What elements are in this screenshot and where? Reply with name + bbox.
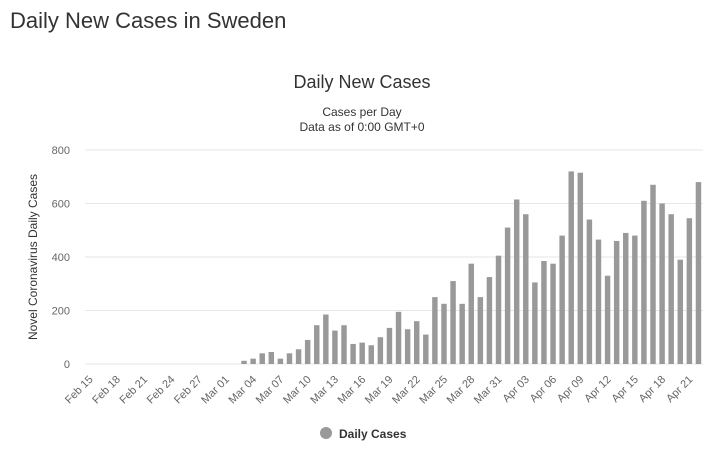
bar <box>668 214 674 364</box>
bar <box>286 353 293 364</box>
bar <box>459 303 465 364</box>
bar <box>604 275 611 364</box>
bar <box>259 353 265 364</box>
page-title: Daily New Cases in Sweden <box>10 8 286 33</box>
y-tick-label: 200 <box>52 306 70 318</box>
y-tick-label: 600 <box>52 199 70 211</box>
bar <box>550 263 556 364</box>
bar <box>341 325 347 364</box>
x-tick-label: Apr 09 <box>555 374 586 405</box>
bar <box>641 200 647 364</box>
bar <box>441 303 447 364</box>
bar <box>332 330 338 364</box>
x-tick-label: Feb 15 <box>63 374 96 407</box>
x-tick-label: Mar 31 <box>472 374 505 407</box>
bar <box>304 339 311 364</box>
x-tick-label: Mar 25 <box>417 374 450 407</box>
bar <box>323 314 329 364</box>
y-tick-label: 800 <box>52 145 70 157</box>
y-axis-label: Novel Coronavirus Daily Cases <box>26 174 40 340</box>
bar <box>368 345 375 364</box>
x-tick-label: Mar 19 <box>363 374 396 407</box>
bar <box>632 235 638 364</box>
bar <box>595 239 602 364</box>
bar <box>486 277 493 364</box>
x-tick-label: Feb 21 <box>117 374 150 407</box>
x-tick-label: Mar 22 <box>390 374 423 407</box>
bar <box>468 263 474 364</box>
x-tick-label: Apr 12 <box>582 374 613 405</box>
bar <box>450 281 456 364</box>
bar <box>541 261 547 364</box>
x-tick-label: Mar 28 <box>445 374 478 407</box>
bar <box>250 358 256 364</box>
x-tick-label: Mar 10 <box>281 374 314 407</box>
x-tick-label: Apr 18 <box>637 374 668 405</box>
x-tick-label: Apr 21 <box>664 374 695 405</box>
bar <box>350 343 356 364</box>
x-tick-label: Apr 06 <box>528 374 559 405</box>
bar <box>495 255 502 364</box>
legend-label: Daily Cases <box>339 427 407 441</box>
bar <box>359 342 365 364</box>
bar <box>623 232 629 364</box>
bar <box>404 329 411 364</box>
bar <box>432 297 438 364</box>
bar <box>477 297 484 364</box>
bar <box>395 311 402 364</box>
x-tick-label: Mar 13 <box>308 374 341 407</box>
x-tick-label: Feb 24 <box>145 374 178 407</box>
y-tick-label: 0 <box>64 359 70 371</box>
bar <box>559 235 565 364</box>
bar <box>568 171 574 364</box>
bar <box>577 172 584 364</box>
bar <box>650 184 656 364</box>
bar <box>241 360 247 364</box>
y-tick-label: 400 <box>52 252 70 264</box>
bar <box>268 351 275 364</box>
bar <box>513 199 520 364</box>
bar <box>386 327 393 364</box>
chart-title: Daily New Cases <box>293 72 430 92</box>
x-tick-label: Mar 04 <box>227 374 260 407</box>
bar <box>677 259 684 364</box>
bar <box>423 334 429 364</box>
x-tick-label: Mar 16 <box>336 374 369 407</box>
bar <box>659 203 665 364</box>
bar <box>295 349 302 364</box>
bar <box>613 240 620 364</box>
x-tick-label: Apr 15 <box>610 374 641 405</box>
bar <box>504 227 511 364</box>
chart-note: Data as of 0:00 GMT+0 <box>299 120 424 134</box>
x-tick-label: Mar 01 <box>199 374 232 407</box>
x-tick-label: Apr 03 <box>500 374 531 405</box>
bar <box>686 218 693 364</box>
bar <box>377 337 384 364</box>
bar <box>314 325 320 364</box>
bar <box>532 282 538 364</box>
legend-marker <box>320 427 332 439</box>
bar <box>695 182 702 364</box>
chart-subtitle: Cases per Day <box>322 105 401 119</box>
x-tick-label: Feb 27 <box>172 374 205 407</box>
x-tick-label: Mar 07 <box>254 374 287 407</box>
x-tick-label: Feb 18 <box>90 374 123 407</box>
bar <box>586 219 593 364</box>
bar <box>277 358 284 364</box>
bar <box>523 214 529 364</box>
bar <box>413 321 420 364</box>
